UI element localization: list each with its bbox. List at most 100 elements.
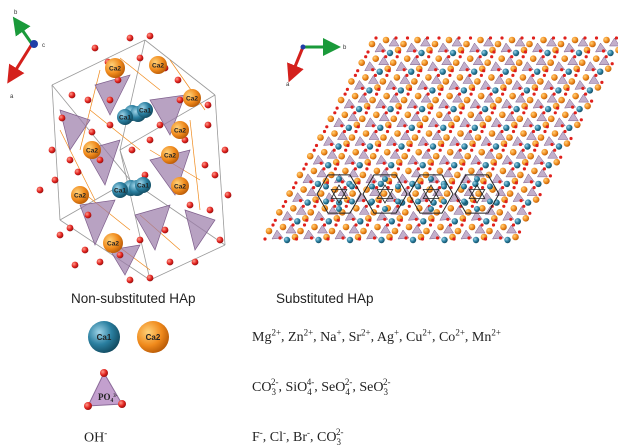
oxygen-atom bbox=[333, 167, 337, 171]
po4-tetrahedron bbox=[399, 74, 411, 84]
ca2-atom bbox=[369, 96, 376, 104]
oxygen-atom bbox=[405, 73, 409, 77]
oxygen-atom bbox=[263, 237, 267, 241]
oxygen-atom bbox=[465, 68, 469, 72]
po4-tetrahedron bbox=[483, 37, 494, 47]
po4-tetrahedron bbox=[388, 37, 400, 47]
po4-tetrahedron bbox=[504, 56, 516, 65]
oxygen-atom bbox=[405, 129, 410, 134]
right-axes-triad: b a bbox=[286, 38, 347, 88]
oxygen-atom bbox=[161, 226, 169, 234]
ca2-atom bbox=[446, 148, 454, 156]
oxygen-atom bbox=[385, 129, 390, 134]
ca1-atom bbox=[503, 124, 510, 131]
oxygen-atom bbox=[488, 36, 493, 40]
supercell-atoms bbox=[263, 36, 618, 244]
anion-0: F- bbox=[252, 427, 263, 445]
ca1-atom bbox=[388, 218, 395, 225]
ca2-atom bbox=[527, 152, 534, 160]
oxygen-atom bbox=[425, 36, 430, 40]
oxygen-atom bbox=[332, 148, 336, 152]
po4-tetrahedron bbox=[316, 168, 328, 178]
ca2-atom-label: Ca2 bbox=[186, 96, 198, 103]
po4-tetrahedron bbox=[358, 149, 370, 159]
ca1-atom bbox=[597, 68, 604, 75]
non-substituted-hap-structure: Ca2 Ca2 Ca2 Ca1 Ca1 Ca2 Ca2 Ca2 Ca1 Ca1 Ca2 Ca2 Ca2 bbox=[36, 32, 232, 284]
oxygen-atom bbox=[553, 148, 557, 152]
hexagonal-channel-outline bbox=[316, 174, 500, 214]
oxygen-atom bbox=[455, 142, 460, 147]
oxygen-atom bbox=[446, 217, 450, 221]
ca1-atom bbox=[486, 198, 493, 205]
channel-star bbox=[330, 184, 348, 199]
po4-tetrahedron bbox=[567, 112, 579, 122]
oxygen-atom bbox=[489, 92, 493, 96]
oxygen-atom bbox=[538, 193, 542, 197]
oxygen-atom bbox=[346, 143, 350, 148]
ca2-atom bbox=[474, 134, 482, 141]
ca1-atom bbox=[420, 218, 427, 225]
po4-tetrahedron bbox=[358, 205, 370, 215]
substituted-hap-structure bbox=[263, 36, 618, 244]
oxygen-atom bbox=[211, 171, 219, 179]
ca1-atom bbox=[555, 143, 563, 150]
oxygen-atom bbox=[420, 181, 424, 185]
oxygen-atom bbox=[590, 99, 594, 103]
oxygen-atom bbox=[525, 162, 529, 166]
oxygen-atom bbox=[457, 36, 461, 40]
oxygen-atom bbox=[428, 167, 432, 171]
oxygen-atom bbox=[511, 73, 515, 77]
po4-tetrahedron bbox=[410, 112, 422, 122]
oxygen-atom bbox=[398, 106, 402, 110]
po4-tetrahedron bbox=[326, 149, 338, 159]
oxygen-atom bbox=[511, 129, 516, 134]
ca1-atom bbox=[441, 236, 448, 244]
ca1-atom bbox=[419, 162, 426, 169]
po4-tetrahedron bbox=[367, 74, 379, 84]
oxygen-atom bbox=[522, 167, 527, 171]
po4-tetrahedron bbox=[588, 74, 600, 84]
oxygen-atom bbox=[480, 223, 484, 227]
ca2-atom bbox=[485, 115, 492, 123]
ca2-atom bbox=[562, 111, 569, 119]
ca2-atom bbox=[348, 78, 355, 85]
oxygen-atom bbox=[479, 167, 483, 171]
oxygen-atom bbox=[475, 49, 480, 53]
cell-edge bbox=[59, 219, 151, 281]
oxygen-atom bbox=[371, 124, 375, 128]
po4-tetrahedron bbox=[442, 168, 454, 178]
ca2-atom bbox=[547, 59, 554, 66]
ca2-atom bbox=[506, 190, 514, 197]
ca1-atom bbox=[304, 199, 311, 206]
po4-tetrahedron bbox=[380, 224, 391, 234]
oxygen-atom bbox=[322, 223, 327, 227]
ca1-atom bbox=[345, 124, 352, 131]
oxygen-atom bbox=[579, 118, 583, 122]
ca2-atom-label: Ca2 bbox=[107, 241, 119, 248]
ca2-atom bbox=[400, 96, 408, 104]
ca1-atom bbox=[607, 49, 614, 57]
ca2-atom bbox=[362, 74, 369, 81]
ca1-atom bbox=[315, 236, 322, 244]
oxygen-atom bbox=[367, 162, 371, 166]
ca1-atom bbox=[461, 143, 468, 150]
ca2-atom-label: Ca2 bbox=[152, 63, 164, 70]
ca1-atom bbox=[323, 198, 330, 205]
oxygen-atom bbox=[409, 143, 413, 148]
oxygen-atom bbox=[529, 180, 534, 184]
oxygen-atom bbox=[106, 121, 114, 129]
ca2-atom bbox=[425, 74, 432, 81]
oxygen-atom bbox=[363, 92, 367, 96]
ca2-atom bbox=[484, 59, 492, 66]
oxygen-atom bbox=[357, 181, 361, 185]
ca1-atom bbox=[137, 102, 153, 118]
ca2-atom bbox=[373, 111, 380, 119]
ca1-atom bbox=[565, 68, 572, 75]
ca2-atom bbox=[404, 111, 412, 119]
oxygen-atom bbox=[498, 180, 502, 184]
oxygen-atom bbox=[480, 129, 484, 134]
oxygen-atom bbox=[191, 258, 199, 266]
oxygen-atom bbox=[502, 204, 506, 208]
ca1-atom bbox=[483, 218, 490, 225]
ca2-atom bbox=[183, 89, 201, 107]
